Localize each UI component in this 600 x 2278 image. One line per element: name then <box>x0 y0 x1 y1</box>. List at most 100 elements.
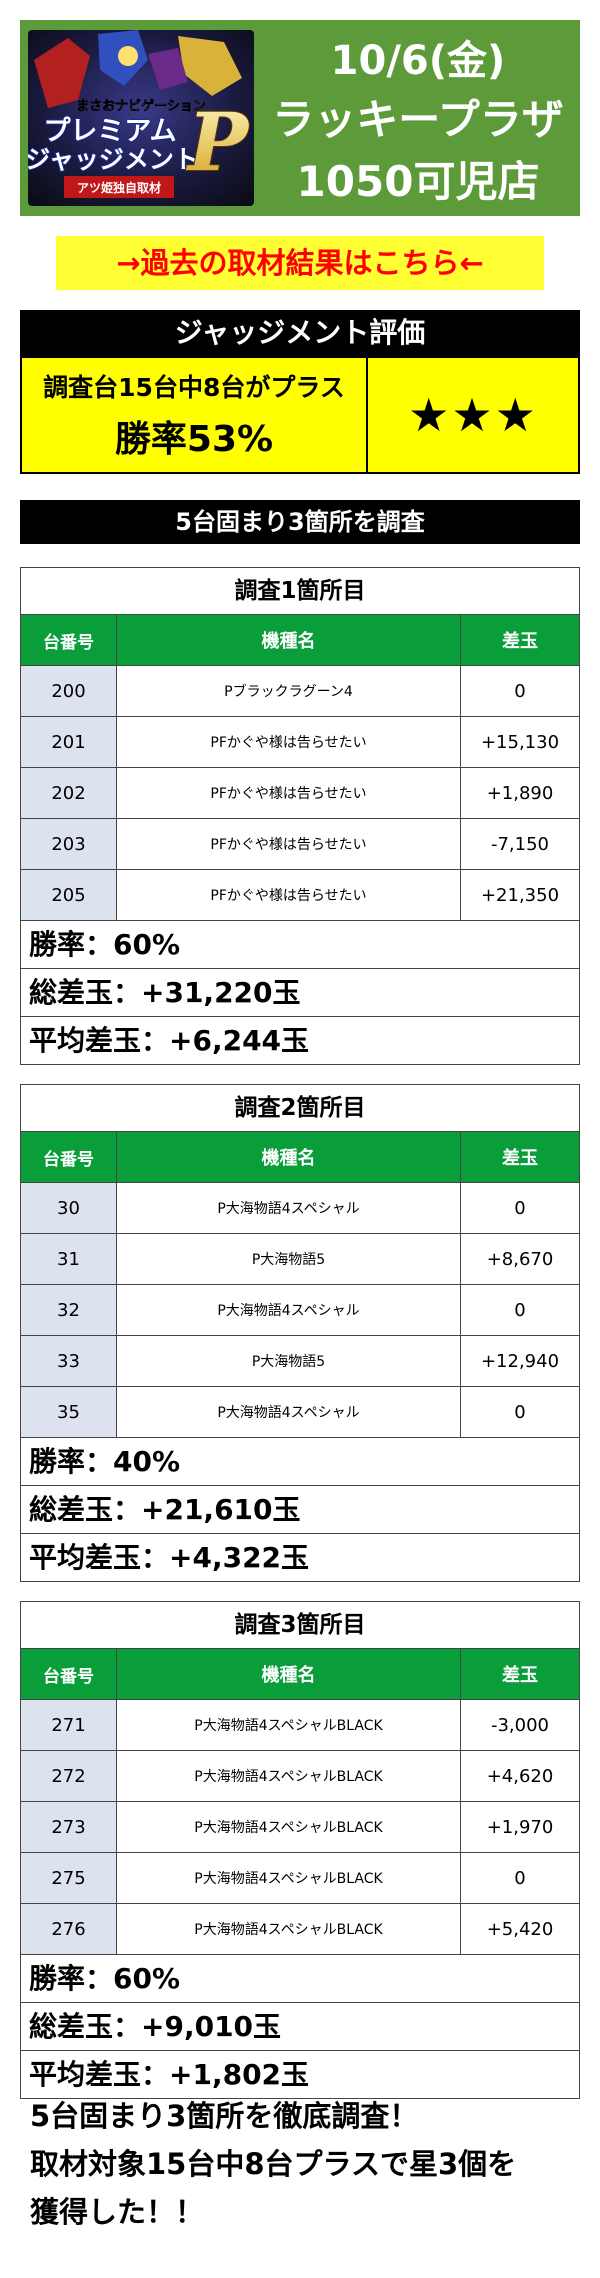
model-cell: Pブラックラグーン4 <box>117 666 461 716</box>
machine-no-cell: 272 <box>21 1751 117 1801</box>
table-row: 33 P大海物語5 +12,940 <box>21 1336 579 1387</box>
logo-premium: プレミアム <box>43 116 176 147</box>
table-row: 30 P大海物語4スペシャル 0 <box>21 1183 579 1234</box>
balls-cell: +12,940 <box>480 1350 560 1372</box>
header-banner: まさおナビゲーション プレミアム ジャッジメント P アツ姫独自取材 10/6(… <box>20 20 580 216</box>
machine-no-cell: 203 <box>21 819 117 869</box>
star-rating: ★★★ <box>408 388 538 442</box>
machine-no-cell: 35 <box>21 1387 117 1437</box>
column-header-model: 機種名 <box>117 1132 461 1182</box>
model-cell: PFかぐや様は告らせたい <box>117 870 461 920</box>
model-cell: PFかぐや様は告らせたい <box>117 717 461 767</box>
balls-cell: +4,620 <box>486 1765 554 1787</box>
machine-no-cell: 33 <box>21 1336 117 1386</box>
summary-line: 5台固まり3箇所を徹底調査！ <box>30 2099 419 2133</box>
table-row: 275 P大海物語4スペシャルBLACK 0 <box>21 1853 579 1904</box>
model-cell: P大海物語4スペシャルBLACK <box>117 1853 461 1903</box>
model-cell: P大海物語4スペシャル <box>117 1183 461 1233</box>
machine-no-cell: 276 <box>21 1904 117 1954</box>
balls-cell: 0 <box>514 1401 526 1423</box>
judgment-win-rate: 勝率53% <box>114 419 274 460</box>
premium-judgment-logo: まさおナビゲーション プレミアム ジャッジメント P アツ姫独自取材 <box>28 30 254 206</box>
logo-judgment: ジャッジメント <box>28 145 199 174</box>
judgment-detail: 調査台15台中8台がプラス <box>43 373 345 402</box>
model-cell: P大海物語5 <box>117 1234 461 1284</box>
survey-title: 調査1箇所目 <box>21 568 579 615</box>
section-average-balls: 平均差玉：+1,802玉 <box>29 2058 310 2091</box>
table-row: 272 P大海物語4スペシャルBLACK +4,620 <box>21 1751 579 1802</box>
table-row: 276 P大海物語4スペシャルBLACK +5,420 <box>21 1904 579 1955</box>
model-cell: PFかぐや様は告らせたい <box>117 819 461 869</box>
table-row: 205 PFかぐや様は告らせたい +21,350 <box>21 870 579 921</box>
balls-cell: 0 <box>514 1197 526 1219</box>
model-cell: P大海物語4スペシャルBLACK <box>117 1751 461 1801</box>
logo-tagline: まさおナビゲーション <box>76 98 206 114</box>
table-header-row: 台番号 機種名 差玉 <box>21 1132 579 1183</box>
machine-no-cell: 205 <box>21 870 117 920</box>
balls-cell: +15,130 <box>480 731 560 753</box>
column-header-balls: 差玉 <box>502 1665 538 1686</box>
table-row: 273 P大海物語4スペシャルBLACK +1,970 <box>21 1802 579 1853</box>
survey-title: 調査3箇所目 <box>21 1602 579 1649</box>
summary-line: 取材対象15台中8台プラスで星3個を <box>30 2147 517 2181</box>
machine-no-cell: 30 <box>21 1183 117 1233</box>
balls-cell: +8,670 <box>486 1248 554 1270</box>
logo-p-letter: P <box>186 95 251 189</box>
section-average-balls: 平均差玉：+6,244玉 <box>29 1024 310 1057</box>
table-row: 200 Pブラックラグーン4 0 <box>21 666 579 717</box>
machine-no-cell: 201 <box>21 717 117 767</box>
model-cell: P大海物語5 <box>117 1336 461 1386</box>
model-cell: P大海物語4スペシャルBLACK <box>117 1802 461 1852</box>
past-results-link[interactable]: →過去の取材結果はこちら← <box>56 236 544 290</box>
store-branch: 1050可児店 <box>296 157 540 206</box>
balls-cell: +1,970 <box>486 1816 554 1838</box>
judgment-result: 調査台15台中8台がプラス 勝率53% <box>22 358 368 472</box>
table-row: 271 P大海物語4スペシャルBLACK -3,000 <box>21 1700 579 1751</box>
summary-line: 獲得した！！ <box>30 2195 205 2229</box>
column-header-machine-no: 台番号 <box>21 1649 117 1699</box>
column-header-model: 機種名 <box>117 615 461 665</box>
balls-cell: 0 <box>514 1299 526 1321</box>
machine-no-cell: 200 <box>21 666 117 716</box>
balls-cell: +21,350 <box>480 884 560 906</box>
model-cell: P大海物語4スペシャルBLACK <box>117 1904 461 1954</box>
section-total-balls: 総差玉：+21,610玉 <box>21 1486 579 1534</box>
survey-table-3: 調査3箇所目 台番号 機種名 差玉 271 P大海物語4スペシャルBLACK -… <box>20 1601 580 2099</box>
model-cell: P大海物語4スペシャル <box>117 1387 461 1437</box>
balls-cell: +5,420 <box>486 1918 554 1940</box>
model-cell: PFかぐや様は告らせたい <box>117 768 461 818</box>
machine-no-cell: 275 <box>21 1853 117 1903</box>
judgment-panel: 調査台15台中8台がプラス 勝率53% ★★★ <box>20 356 580 474</box>
machine-no-cell: 31 <box>21 1234 117 1284</box>
section-total-balls: 総差玉：+31,220玉 <box>21 969 579 1017</box>
table-header-row: 台番号 機種名 差玉 <box>21 1649 579 1700</box>
survey-table-2: 調査2箇所目 台番号 機種名 差玉 30 P大海物語4スペシャル 0 31 P大… <box>20 1084 580 1582</box>
judgment-title: ジャッジメント評価 <box>20 310 580 356</box>
balls-cell: 0 <box>514 680 526 702</box>
section-win-rate: 勝率：60% <box>21 921 579 969</box>
table-row: 31 P大海物語5 +8,670 <box>21 1234 579 1285</box>
balls-cell: +1,890 <box>486 782 554 804</box>
balls-cell: -3,000 <box>490 1714 550 1736</box>
table-row: 201 PFかぐや様は告らせたい +15,130 <box>21 717 579 768</box>
survey-date: 10/6(金) <box>330 38 506 84</box>
section-total-balls: 総差玉：+9,010玉 <box>21 2003 579 2051</box>
column-header-balls: 差玉 <box>502 631 538 652</box>
column-header-model: 機種名 <box>117 1649 461 1699</box>
table-row: 202 PFかぐや様は告らせたい +1,890 <box>21 768 579 819</box>
section-win-rate: 勝率：60% <box>21 1955 579 2003</box>
table-header-row: 台番号 機種名 差玉 <box>21 615 579 666</box>
section-win-rate: 勝率：40% <box>21 1438 579 1486</box>
machine-no-cell: 202 <box>21 768 117 818</box>
machine-no-cell: 273 <box>21 1802 117 1852</box>
table-row: 35 P大海物語4スペシャル 0 <box>21 1387 579 1438</box>
balls-cell: 0 <box>514 1867 526 1889</box>
logo-subtitle: アツ姫独自取材 <box>77 180 161 195</box>
machine-no-cell: 32 <box>21 1285 117 1335</box>
balls-cell: -7,150 <box>490 833 550 855</box>
column-header-machine-no: 台番号 <box>21 1132 117 1182</box>
column-header-machine-no: 台番号 <box>21 615 117 665</box>
machine-no-cell: 271 <box>21 1700 117 1750</box>
survey-table-1: 調査1箇所目 台番号 機種名 差玉 200 Pブラックラグーン4 0 201 P… <box>20 567 580 1065</box>
summary-text: 5台固まり3箇所を徹底調査！ 取材対象15台中8台プラスで星3個を 獲得した！！ <box>30 2092 580 2236</box>
